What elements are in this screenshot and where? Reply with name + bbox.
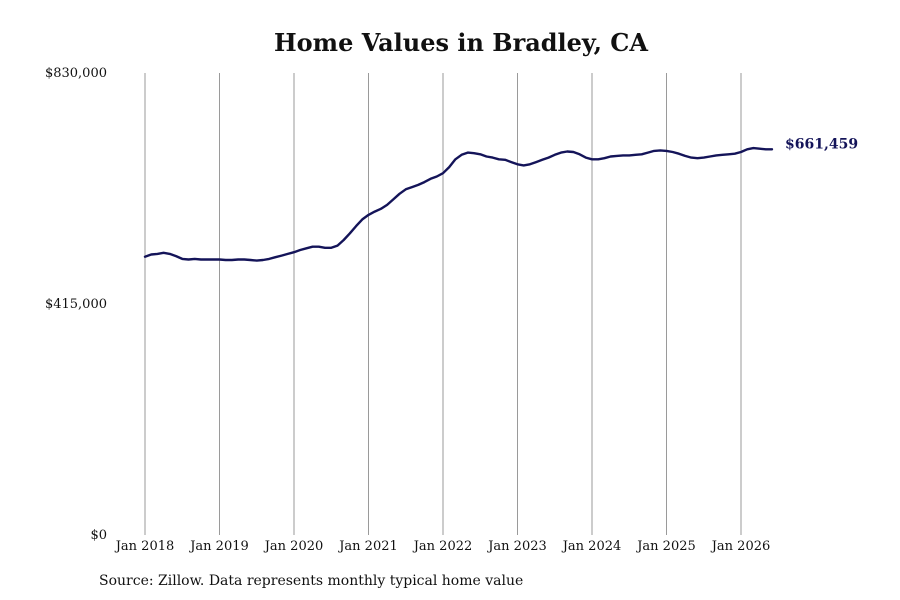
source-note: Source: Zillow. Data represents monthly … [99, 573, 524, 589]
latest-value-label: $661,459 [785, 136, 858, 152]
x-tick-label: Jan 2019 [188, 539, 249, 554]
y-tick-label: $830,000 [45, 66, 107, 81]
chart-title: Home Values in Bradley, CA [274, 28, 648, 57]
x-tick-label: Jan 2018 [114, 539, 175, 554]
vertical-gridlines [144, 73, 742, 535]
x-tick-label: Jan 2022 [412, 539, 473, 554]
home-value-line [143, 146, 774, 262]
y-axis-tick-labels: $0 $415,000 $830,000 [45, 66, 107, 543]
x-tick-label: Jan 2023 [486, 539, 547, 554]
x-tick-label: Jan 2020 [263, 539, 324, 554]
x-axis-tick-labels: Jan 2018 Jan 2019 Jan 2020 Jan 2021 Jan 2022… [114, 539, 771, 554]
y-tick-label: $0 [90, 528, 107, 543]
x-tick-label: Jan 2025 [635, 539, 696, 554]
x-tick-label: Jan 2024 [561, 539, 622, 554]
y-tick-label: $415,000 [45, 297, 107, 312]
x-tick-label: Jan 2021 [337, 539, 398, 554]
x-tick-label: Jan 2026 [710, 539, 771, 554]
